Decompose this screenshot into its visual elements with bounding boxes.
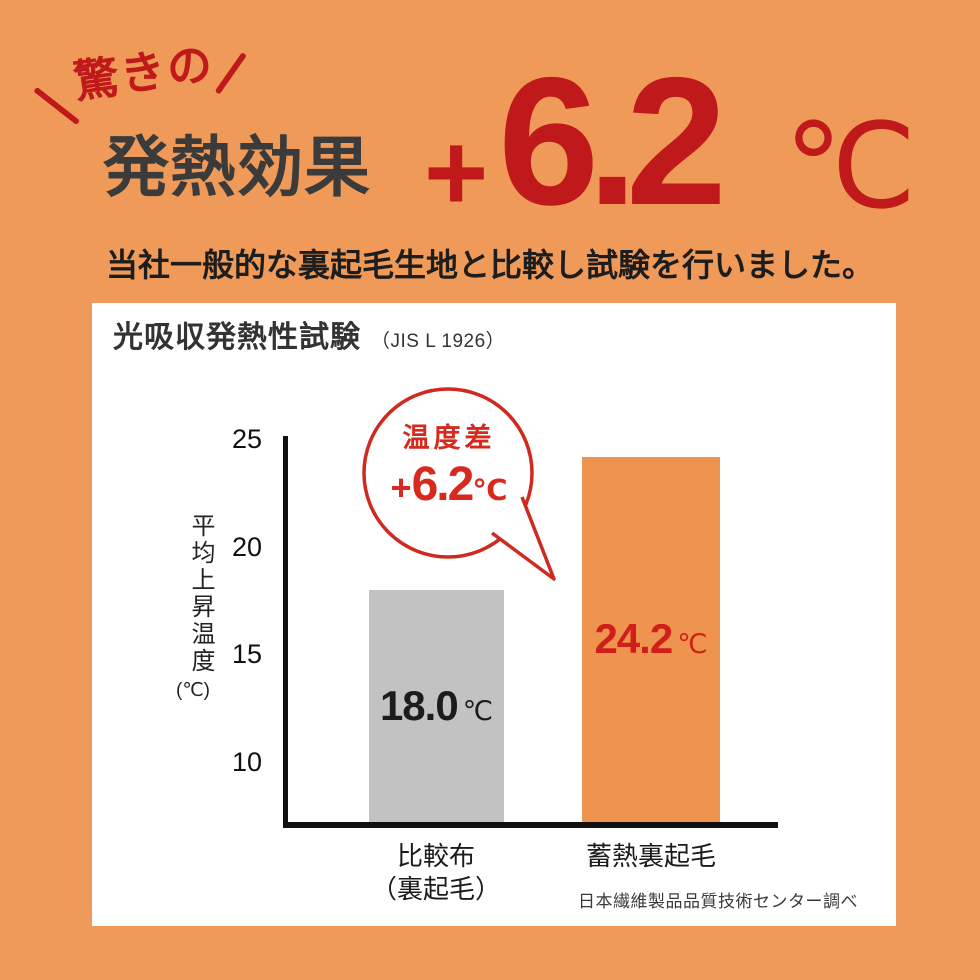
x-axis-line xyxy=(283,822,778,828)
category-label: 蓄熱裏起毛 xyxy=(531,840,771,873)
headline-unit: ℃ xyxy=(784,101,917,233)
card-title-row: 光吸収発熱性試験 （JIS L 1926） xyxy=(113,321,505,354)
bar-value: 18.0 xyxy=(379,681,459,729)
headline-title: 発熱効果 xyxy=(103,130,371,204)
chart-title-note: （JIS L 1926） xyxy=(371,331,506,352)
bar: 24.2 ℃ xyxy=(582,456,720,822)
bubble-value-row: + 6.2 ℃ xyxy=(368,461,530,509)
category-label: 比較布 （裏起毛） xyxy=(316,840,556,905)
chart-title: 光吸収発熱性試験 xyxy=(113,321,361,354)
bar-value: 24.2 xyxy=(594,615,673,663)
y-tick-label: 25 xyxy=(231,424,262,455)
category-line2: （裏起毛） xyxy=(370,873,501,904)
bubble-plus-sign: + xyxy=(390,467,412,508)
headline-value: 6.2 xyxy=(498,39,727,243)
bar-value-unit: ℃ xyxy=(677,629,708,660)
bubble-title: 温度差 xyxy=(402,423,496,453)
source-credit: 日本繊維製品品質技術センター調べ xyxy=(578,892,858,911)
bubble-annotation: 温度差 + 6.2 ℃ xyxy=(368,425,530,509)
headline-plus-sign: + xyxy=(424,111,489,234)
y-tick-label: 10 xyxy=(231,746,262,777)
y-axis-label: 平均上昇温度 xyxy=(187,513,214,675)
bar: 18.0 ℃ xyxy=(369,589,504,822)
emphasis-slash-left xyxy=(33,86,81,126)
category-line1: 蓄熱裏起毛 xyxy=(585,841,716,871)
chart-card: 光吸収発熱性試験 （JIS L 1926） 平均上昇温度 (℃) 25 20 15 1… xyxy=(92,303,896,926)
kicker-text: 驚きの xyxy=(70,37,218,108)
bar-value-label: 18.0 ℃ xyxy=(380,682,493,730)
subtitle: 当社一般的な裏起毛生地と比較し試験を行いました。 xyxy=(105,247,874,283)
speech-bubble xyxy=(362,387,556,581)
y-axis-unit: (℃) xyxy=(176,680,210,701)
bar-value-label: 24.2 ℃ xyxy=(594,615,707,663)
y-axis-line xyxy=(283,436,288,828)
y-tick-label: 15 xyxy=(231,639,262,670)
bar-value-unit: ℃ xyxy=(462,695,494,726)
bubble-value: 6.2 xyxy=(411,458,475,511)
category-line1: 比較布 xyxy=(396,841,475,871)
bubble-unit: ℃ xyxy=(472,475,508,507)
y-tick-label: 20 xyxy=(231,531,262,562)
emphasis-slash-right xyxy=(214,51,247,95)
